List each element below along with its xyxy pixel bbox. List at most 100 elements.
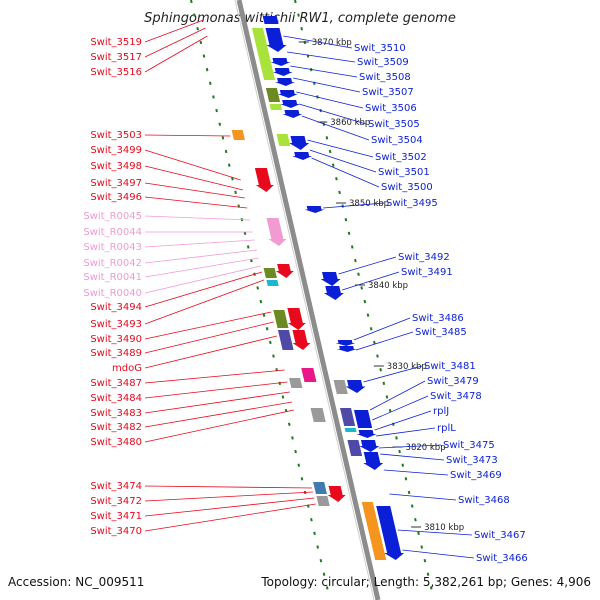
gene-label-right[interactable]: Swit_3486 <box>412 313 464 324</box>
gene-feature-forward[interactable] <box>262 16 279 24</box>
gene-feature-magenta[interactable] <box>301 368 317 382</box>
gene-feature-forward[interactable] <box>356 430 377 438</box>
gene-feature-olive[interactable] <box>273 310 289 328</box>
gene-label-left[interactable]: Swit_3487 <box>90 378 142 389</box>
gene-feature-reverse[interactable] <box>254 168 274 192</box>
gene-feature-forward[interactable] <box>272 68 293 76</box>
gene-label-left[interactable]: Swit_3489 <box>90 348 142 359</box>
gene-label-left[interactable]: Swit_R0042 <box>83 258 142 269</box>
gene-feature-reverse[interactable] <box>275 264 294 278</box>
gene-label-left[interactable]: Swit_3503 <box>90 130 142 141</box>
gene-label-left[interactable]: Swit_3484 <box>90 393 142 404</box>
gene-feature-forward[interactable] <box>320 272 341 286</box>
gene-label-right[interactable]: Swit_3504 <box>371 135 423 146</box>
gene-label-left[interactable]: Swit_3480 <box>90 437 142 448</box>
gene-label-right[interactable]: Swit_3491 <box>401 267 453 278</box>
gene-label-right[interactable]: Swit_3506 <box>365 103 417 114</box>
gene-label-left[interactable]: Swit_R0041 <box>83 272 142 283</box>
gene-feature-lime[interactable] <box>276 134 291 146</box>
gene-label-left[interactable]: Swit_3493 <box>90 319 142 330</box>
gene-feature-forward[interactable] <box>345 380 366 393</box>
gene-label-left[interactable]: Swit_3494 <box>90 302 142 313</box>
gene-label-right[interactable]: Swit_3495 <box>386 198 438 209</box>
gene-label-left[interactable]: Swit_3517 <box>90 52 142 63</box>
gene-feature-forward[interactable] <box>359 440 380 452</box>
gene-label-left[interactable]: Swit_R0043 <box>83 242 142 253</box>
gene-feature-forward[interactable] <box>292 152 313 160</box>
gene-label-left[interactable]: Swit_R0044 <box>83 227 142 238</box>
gene-feature-olive[interactable] <box>265 88 281 102</box>
gene-label-left[interactable]: Swit_3497 <box>90 178 142 189</box>
gene-label-left[interactable]: Swit_3519 <box>90 37 142 48</box>
gene-feature-forward[interactable] <box>289 136 310 150</box>
gene-feature-gray[interactable] <box>310 408 326 422</box>
gene-label-left[interactable]: Swit_3472 <box>90 496 142 507</box>
gene-label-left[interactable]: mdoG <box>112 363 142 374</box>
gene-label-right[interactable]: Swit_3467 <box>474 530 526 541</box>
gene-feature-gray[interactable] <box>316 496 330 506</box>
gene-feature-teal[interactable] <box>266 280 279 286</box>
gene-label-right[interactable]: Swit_3509 <box>357 57 409 68</box>
gene-label-right[interactable]: Swit_3466 <box>476 553 528 564</box>
gene-label-right[interactable]: Swit_3505 <box>368 119 420 130</box>
gene-label-left[interactable]: Swit_3482 <box>90 422 142 433</box>
gene-feature-gray[interactable] <box>289 378 303 388</box>
gene-label-left[interactable]: Swit_3496 <box>90 192 142 203</box>
gene-label-right[interactable]: Swit_3479 <box>427 376 479 387</box>
gene-label-right[interactable]: Swit_3481 <box>424 361 476 372</box>
gene-feature-forward[interactable] <box>376 506 405 560</box>
gene-feature-navy[interactable] <box>340 408 356 426</box>
gene-feature-rna[interactable] <box>266 218 287 246</box>
gene-feature-forward[interactable] <box>363 452 384 470</box>
gene-label-right[interactable]: Swit_3468 <box>458 495 510 506</box>
gene-label-right[interactable]: Swit_3507 <box>362 87 414 98</box>
gene-feature-navy[interactable] <box>347 440 363 456</box>
gene-label-right[interactable]: Swit_3473 <box>446 455 498 466</box>
gene-label-left[interactable]: Swit_3516 <box>90 67 142 78</box>
gene-feature-forward[interactable] <box>274 78 295 86</box>
gene-label-left[interactable]: Swit_3498 <box>90 161 142 172</box>
gene-label-right[interactable]: Swit_3485 <box>415 327 467 338</box>
gene-label-right[interactable]: Swit_3510 <box>354 43 406 54</box>
gene-label-right[interactable]: rplL <box>437 423 456 434</box>
gene-feature-navy[interactable] <box>277 330 294 350</box>
gene-label-right[interactable]: Swit_3508 <box>359 72 411 83</box>
gene-feature-lime[interactable] <box>269 104 282 110</box>
gene-feature-reverse[interactable] <box>287 308 306 330</box>
gene-feature-orange[interactable] <box>361 502 387 560</box>
gene-feature-forward[interactable] <box>280 100 301 108</box>
gene-feature-olive[interactable] <box>263 268 277 278</box>
gene-feature-orange[interactable] <box>231 130 245 140</box>
gene-label-right[interactable]: Swit_3500 <box>381 182 433 193</box>
gene-feature-reverse[interactable] <box>292 330 311 350</box>
gene-feature-forward[interactable] <box>270 58 291 66</box>
gene-label-left[interactable]: Swit_3474 <box>90 481 142 492</box>
gene-feature-forward[interactable] <box>323 286 344 300</box>
gene-feature-gray[interactable] <box>333 380 348 394</box>
gene-feature-lime[interactable] <box>251 28 276 80</box>
gene-label-left[interactable]: Swit_3499 <box>90 145 142 156</box>
gene-label-right[interactable]: Swit_3469 <box>450 470 502 481</box>
gene-label-left[interactable]: Swit_3470 <box>90 526 142 537</box>
gene-feature-forward[interactable] <box>282 110 303 118</box>
gene-label-left[interactable]: Swit_R0040 <box>83 288 142 299</box>
gene-label-right[interactable]: Swit_3501 <box>378 167 430 178</box>
gene-feature-forward[interactable] <box>336 346 357 352</box>
gene-feature-forward[interactable] <box>265 28 287 52</box>
gene-label-right[interactable]: Swit_3492 <box>398 252 450 263</box>
gene-label-left[interactable]: Swit_R0045 <box>83 211 142 222</box>
gene-feature-forward[interactable] <box>335 340 356 346</box>
gene-label-right[interactable]: Swit_3502 <box>375 152 427 163</box>
gene-feature-forward[interactable] <box>304 206 325 213</box>
gene-feature-steelblue[interactable] <box>313 482 327 494</box>
gene-label-left[interactable]: Swit_3471 <box>90 511 142 522</box>
gene-feature-forward[interactable] <box>353 410 373 428</box>
gene-label-left[interactable]: Swit_3490 <box>90 334 142 345</box>
gene-feature-reverse[interactable] <box>327 486 346 502</box>
gene-label-right[interactable]: Swit_3478 <box>430 391 482 402</box>
gene-label-right[interactable]: Swit_3475 <box>443 440 495 451</box>
gene-feature-teal[interactable] <box>344 428 357 432</box>
gene-label-left[interactable]: Swit_3483 <box>90 408 142 419</box>
gene-feature-forward[interactable] <box>277 90 298 98</box>
gene-label-right[interactable]: rplJ <box>433 406 449 417</box>
